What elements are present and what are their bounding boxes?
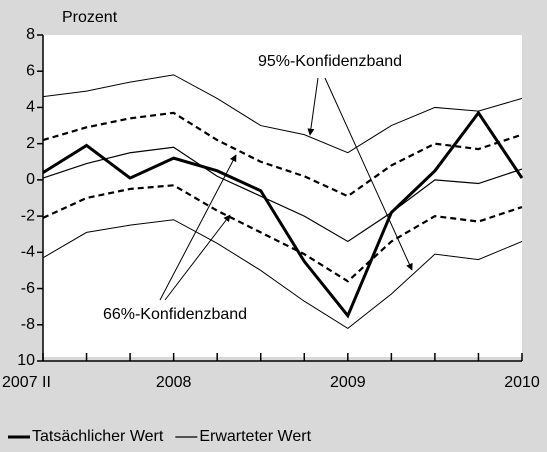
y-tick-label: -2	[21, 207, 35, 224]
band-lower	[42, 184, 523, 283]
x-tick-label: 2007 II	[2, 374, 51, 391]
series-line	[42, 110, 524, 319]
y-tick-label: 0	[26, 171, 35, 188]
legend-label: Erwarteter Wert	[199, 428, 311, 445]
annotation-arrow	[307, 77, 319, 136]
plot-area	[43, 35, 522, 357]
x-tick-label: 2009	[330, 374, 366, 391]
series-line	[42, 146, 523, 243]
y-tick-label: -8	[21, 316, 35, 333]
y-tick-label: 2	[26, 135, 35, 152]
y-tick-label: -4	[21, 244, 35, 261]
annotation-arrow	[324, 77, 413, 271]
annotation: 95%-Konfidenzband	[258, 53, 402, 70]
band-upper	[42, 74, 523, 154]
band-lower	[42, 219, 523, 330]
y-tick-label: 4	[26, 99, 35, 116]
band-upper	[42, 111, 523, 198]
annotation: 66%-Konfidenzband	[103, 306, 247, 323]
y-tick-label: -6	[21, 280, 35, 297]
y-axis-label: Prozent	[62, 9, 118, 26]
x-tick-label: 2010	[504, 374, 540, 391]
annotation-arrow	[159, 154, 237, 301]
y-tick-label: 10	[17, 352, 35, 369]
legend-label: Tatsächlicher Wert	[32, 428, 164, 445]
x-tick-label: 2008	[156, 374, 192, 391]
y-tick-label: 6	[26, 62, 35, 79]
y-tick-label: 8	[26, 26, 35, 43]
annotation-arrow	[164, 214, 231, 301]
